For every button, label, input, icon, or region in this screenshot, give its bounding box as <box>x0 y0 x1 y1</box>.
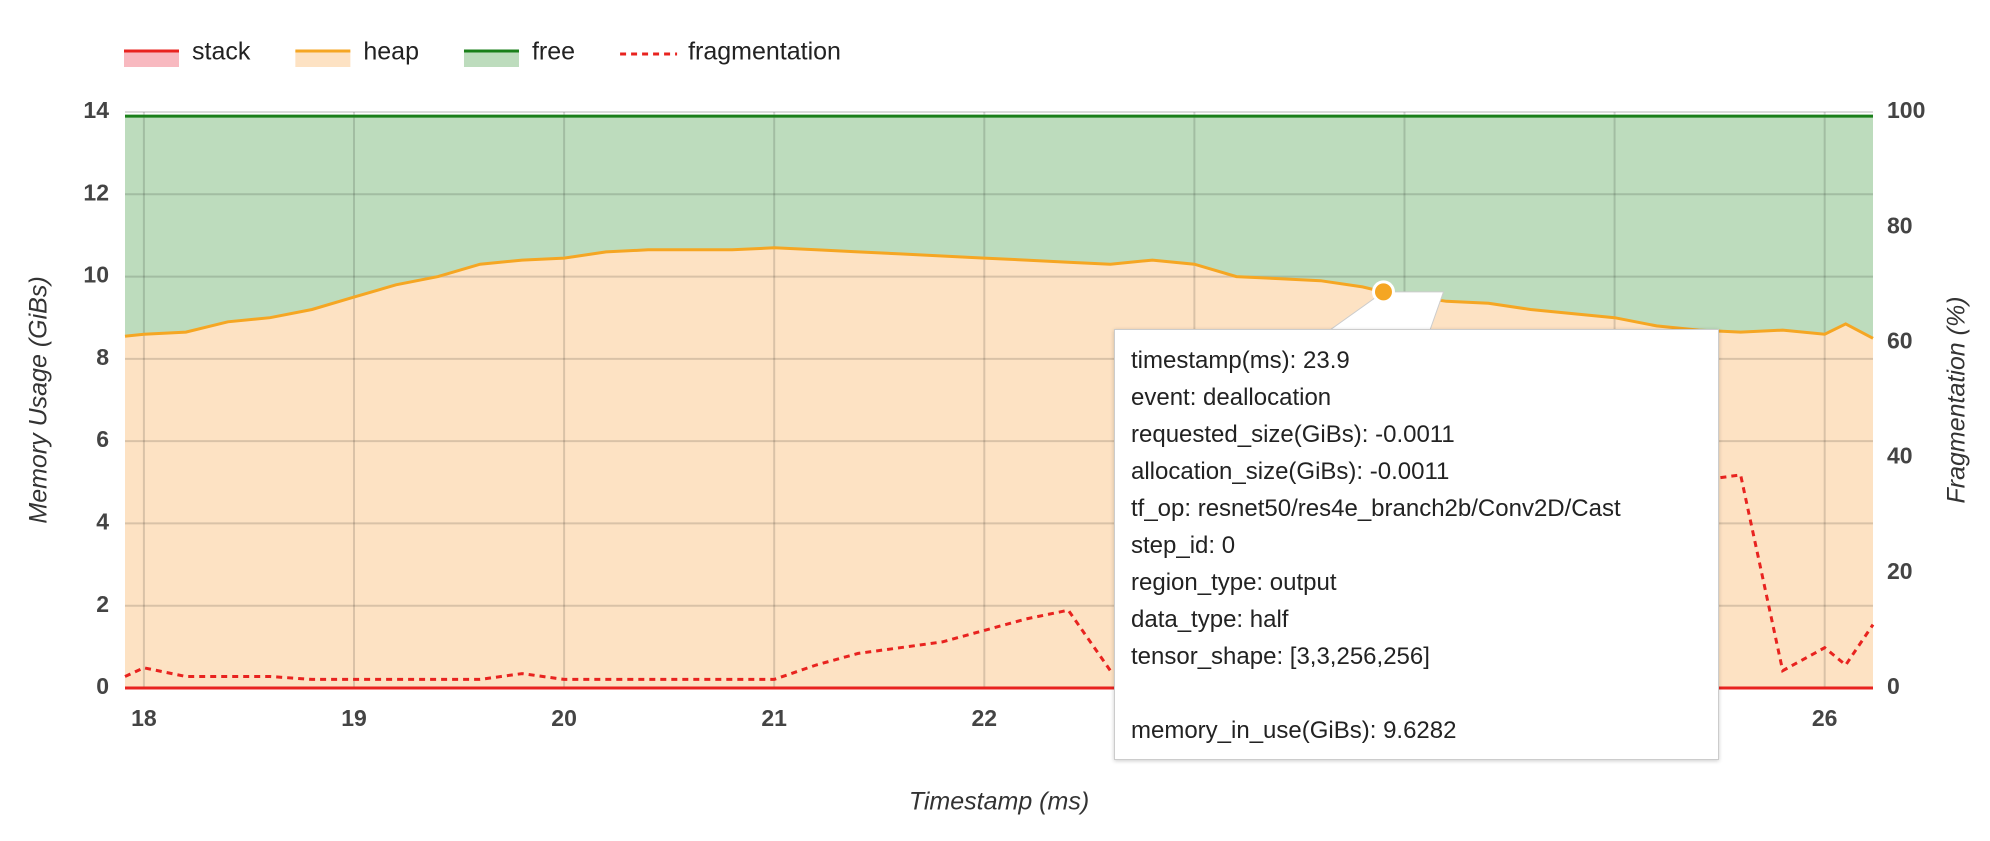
legend-label: fragmentation <box>688 38 841 66</box>
y-tick-label: 14 <box>83 97 109 123</box>
y2-tick-label: 100 <box>1887 97 1925 123</box>
y2-axis-title: Fragmentation (%) <box>1943 296 1971 503</box>
legend-swatch <box>463 51 519 67</box>
legend-item: stack <box>124 38 251 67</box>
y-tick-label: 10 <box>83 262 109 288</box>
y-tick-label: 4 <box>96 509 109 535</box>
y2-tick-label: 0 <box>1887 673 1900 699</box>
legend-item: heap <box>295 38 419 67</box>
y-tick-label: 12 <box>83 179 109 205</box>
x-tick-label: 20 <box>551 705 577 731</box>
tooltip-line: step_id: 0 <box>1131 532 1236 559</box>
tooltip-line: allocation_size(GiBs): -0.0011 <box>1131 458 1450 485</box>
fragmentation-line <box>124 473 1875 681</box>
x-tick-label: 21 <box>761 705 787 731</box>
tooltip-line: tensor_shape: [3,3,256,256] <box>1131 643 1430 670</box>
heap-line <box>124 246 1874 340</box>
tooltip-line: data_type: half <box>1131 606 1289 633</box>
y2-tick-label: 40 <box>1887 443 1913 469</box>
tooltip-line: memory_in_use(GiBs): 9.6282 <box>1131 717 1457 744</box>
legend-swatch <box>295 51 351 67</box>
y2-tick-label: 20 <box>1887 558 1913 584</box>
tooltip-line: event: deallocation <box>1131 384 1332 411</box>
legend-label: heap <box>363 38 419 66</box>
y-tick-label: 6 <box>96 426 109 452</box>
x-axis-title: Timestamp (ms) <box>909 788 1089 816</box>
x-tick-label: 26 <box>1812 705 1838 731</box>
y-tick-label: 8 <box>96 344 109 370</box>
tooltip-line: tf_op: resnet50/res4e_branch2b/Conv2D/Ca… <box>1131 495 1621 522</box>
legend-item: fragmentation <box>620 38 841 66</box>
tooltip: timestamp(ms): 23.9 event: deallocation re… <box>1114 329 1719 760</box>
y-tick-label: 0 <box>96 673 109 699</box>
y-axis-title: Memory Usage (GiBs) <box>25 276 53 523</box>
y2-tick-label: 80 <box>1887 212 1913 238</box>
x-tick-label: 18 <box>131 705 157 731</box>
tooltip-line: region_type: output <box>1131 569 1337 596</box>
x-tick-label: 19 <box>341 705 367 731</box>
y-tick-label: 2 <box>96 591 109 617</box>
highlight-point <box>1371 280 1395 304</box>
x-tick-label: 22 <box>971 705 997 731</box>
legend-swatch <box>124 51 179 67</box>
free-area <box>125 116 1873 339</box>
y2-tick-label: 60 <box>1887 327 1913 353</box>
tooltip-line: requested_size(GiBs): -0.0011 <box>1131 421 1455 448</box>
tooltip-line: timestamp(ms): 23.9 <box>1131 347 1350 374</box>
legend-label: free <box>532 38 575 66</box>
legend-item: free <box>463 38 575 67</box>
legend-label: stack <box>192 38 251 66</box>
